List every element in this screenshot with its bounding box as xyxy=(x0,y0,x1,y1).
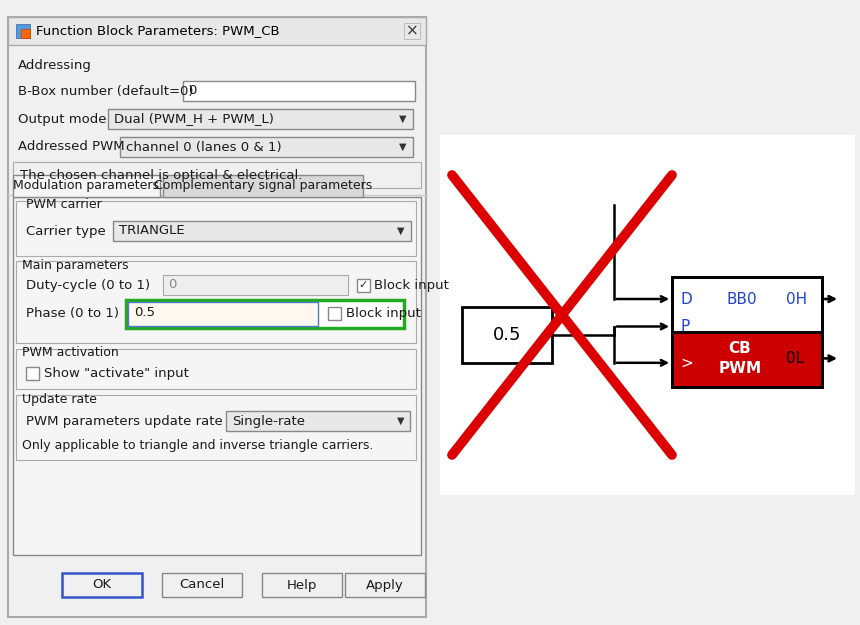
Text: Function Block Parameters: PWM_CB: Function Block Parameters: PWM_CB xyxy=(36,24,280,38)
Text: Block input: Block input xyxy=(346,306,421,319)
Bar xyxy=(162,573,242,597)
Bar xyxy=(672,332,822,387)
Bar xyxy=(26,367,39,380)
Bar xyxy=(13,175,160,197)
Bar xyxy=(113,221,411,241)
Text: Modulation parameters: Modulation parameters xyxy=(13,179,159,192)
Text: 0.5: 0.5 xyxy=(134,306,155,319)
Text: ✓: ✓ xyxy=(359,280,368,290)
Bar xyxy=(8,17,426,45)
Text: TRIANGLE: TRIANGLE xyxy=(119,224,185,238)
Bar xyxy=(16,349,416,389)
Bar xyxy=(440,135,855,495)
Text: 0: 0 xyxy=(168,279,176,291)
Bar xyxy=(163,175,363,197)
Text: PWM carrier: PWM carrier xyxy=(26,199,101,211)
Text: BB0: BB0 xyxy=(727,291,758,306)
Text: ▼: ▼ xyxy=(399,114,407,124)
Text: 0.5: 0.5 xyxy=(493,326,521,344)
Bar xyxy=(183,81,415,101)
Bar xyxy=(226,411,410,431)
Bar xyxy=(16,395,416,460)
Text: Show "activate" input: Show "activate" input xyxy=(44,366,189,379)
Text: ×: × xyxy=(406,24,418,39)
Bar xyxy=(62,573,142,597)
Text: Phase (0 to 1): Phase (0 to 1) xyxy=(26,306,119,319)
Text: PWM parameters update rate: PWM parameters update rate xyxy=(26,414,223,428)
Bar xyxy=(404,23,420,39)
Bar xyxy=(13,162,421,188)
Text: Only applicable to triangle and inverse triangle carriers.: Only applicable to triangle and inverse … xyxy=(22,439,373,451)
Bar xyxy=(128,302,318,326)
Text: channel 0 (lanes 0 & 1): channel 0 (lanes 0 & 1) xyxy=(126,141,281,154)
Bar xyxy=(108,109,413,129)
Text: Update rate: Update rate xyxy=(22,392,97,406)
Text: ▼: ▼ xyxy=(399,142,407,152)
Text: Cancel: Cancel xyxy=(180,579,224,591)
Text: B-Box number (default=0): B-Box number (default=0) xyxy=(18,84,194,98)
Text: Main parameters: Main parameters xyxy=(22,259,128,271)
Bar xyxy=(126,300,404,328)
Text: The chosen channel is optical & electrical.: The chosen channel is optical & electric… xyxy=(20,169,303,181)
Text: Single-rate: Single-rate xyxy=(232,414,305,428)
Text: 0L: 0L xyxy=(786,351,804,366)
Bar xyxy=(672,277,822,332)
Bar xyxy=(16,24,30,38)
Text: ▼: ▼ xyxy=(397,226,405,236)
Text: Output mode: Output mode xyxy=(18,112,107,126)
Bar xyxy=(328,307,341,320)
Text: Help: Help xyxy=(287,579,317,591)
Bar xyxy=(462,307,552,363)
Bar xyxy=(16,201,416,256)
Text: P: P xyxy=(680,319,689,334)
Bar xyxy=(13,197,421,555)
Text: Addressing: Addressing xyxy=(18,59,92,71)
Text: PWM activation: PWM activation xyxy=(22,346,119,359)
Text: 0: 0 xyxy=(188,84,196,98)
Bar xyxy=(672,277,822,387)
Text: Complementary signal parameters: Complementary signal parameters xyxy=(154,179,372,192)
Text: PWM: PWM xyxy=(718,361,762,376)
Text: Dual (PWM_H + PWM_L): Dual (PWM_H + PWM_L) xyxy=(114,112,273,126)
Bar xyxy=(120,137,413,157)
Text: Addressed PWM: Addressed PWM xyxy=(18,141,125,154)
Bar xyxy=(357,279,370,292)
Text: D: D xyxy=(680,291,691,306)
Text: OK: OK xyxy=(92,579,112,591)
Text: Duty-cycle (0 to 1): Duty-cycle (0 to 1) xyxy=(26,279,150,291)
Text: Apply: Apply xyxy=(366,579,404,591)
Bar xyxy=(163,275,348,295)
Bar xyxy=(21,29,30,38)
Text: >: > xyxy=(680,355,693,370)
Bar xyxy=(345,573,425,597)
Text: 0H: 0H xyxy=(786,291,808,306)
Text: Block input: Block input xyxy=(374,279,449,291)
Text: ▼: ▼ xyxy=(397,416,405,426)
Bar xyxy=(262,573,342,597)
Text: Carrier type: Carrier type xyxy=(26,224,106,238)
Bar xyxy=(8,17,426,617)
Text: CB: CB xyxy=(728,341,752,356)
Bar xyxy=(16,261,416,343)
